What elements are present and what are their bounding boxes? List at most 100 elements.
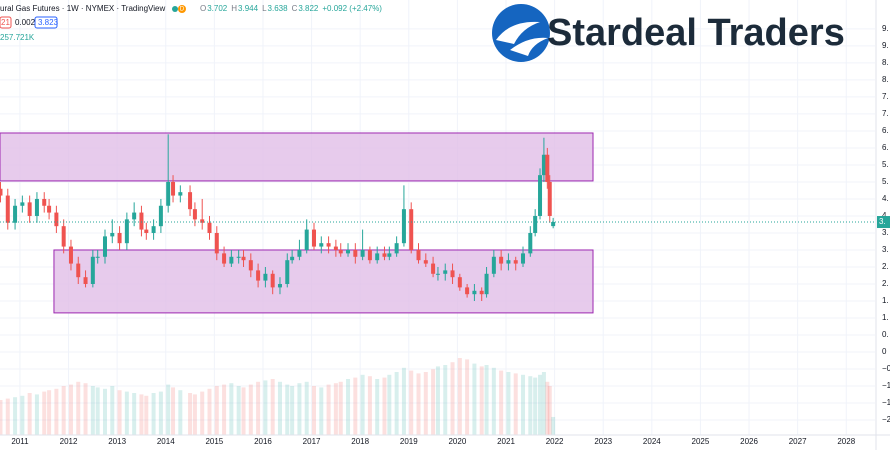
y-tick-label: −2	[882, 415, 890, 424]
candle-body	[513, 260, 518, 264]
candle-body	[435, 273, 440, 275]
candle-body	[375, 253, 380, 261]
ohlc-change: +0.092 (+2.47%)	[322, 4, 382, 13]
y-tick-label: 2.	[882, 279, 889, 288]
y-tick-label: −1	[882, 398, 890, 407]
volume-bar	[465, 359, 470, 435]
logo: Stardeal Traders	[492, 4, 845, 62]
volume-bar	[333, 383, 338, 435]
y-tick-label: 3.	[882, 245, 889, 254]
candle-body	[506, 260, 511, 264]
volume-bar	[42, 391, 47, 435]
volume-bar	[5, 398, 10, 435]
y-tick-label: 9.	[882, 24, 889, 33]
candle-body	[367, 249, 372, 261]
candle-body	[465, 287, 470, 295]
candle-body	[200, 219, 205, 223]
candle-body	[256, 270, 261, 281]
volume-bar	[394, 372, 399, 435]
candle-body	[27, 202, 32, 216]
volume-panel	[0, 358, 556, 435]
candle-body	[68, 246, 73, 264]
volume-bar	[229, 383, 234, 435]
candle-body	[387, 253, 392, 257]
volume-bar	[34, 394, 39, 435]
buy-box	[34, 16, 58, 29]
candle-body	[319, 243, 324, 247]
candle-body	[450, 270, 455, 278]
volume-bar	[68, 384, 73, 435]
candle-body	[541, 154, 546, 176]
candle-body	[521, 253, 526, 264]
volume-bar	[248, 384, 253, 435]
x-tick-label: 2019	[400, 437, 418, 446]
candle-body	[214, 232, 219, 254]
volume-bar	[367, 376, 372, 435]
candle-body	[360, 249, 365, 257]
volume-bar	[484, 365, 489, 435]
volume-bar	[472, 363, 477, 435]
volume-bar	[521, 374, 526, 435]
candle-body	[188, 192, 193, 210]
volume-bar	[382, 377, 387, 435]
volume-bar	[207, 388, 212, 435]
candle-body	[484, 273, 489, 295]
volume-bar	[270, 379, 275, 435]
volume-bar	[117, 390, 122, 435]
candle-body	[326, 243, 331, 247]
y-tick-label: 3.	[882, 228, 889, 237]
volume-bar	[312, 386, 317, 435]
candle-body	[20, 202, 25, 206]
volume-bar	[304, 381, 309, 435]
volume-bar	[144, 395, 149, 435]
candle-body	[401, 209, 406, 244]
x-tick-label: 2026	[740, 437, 758, 446]
y-tick-label: 0	[882, 347, 887, 356]
candle-body	[338, 249, 343, 254]
candle-body	[270, 273, 275, 288]
y-tick-label: 5.	[882, 177, 889, 186]
volume-bar	[214, 386, 219, 435]
x-tick-label: 2020	[448, 437, 466, 446]
candle-body	[42, 198, 47, 206]
ohlc-value: 3.944	[238, 4, 259, 13]
volume-bar	[222, 384, 227, 435]
x-tick-label: 2011	[11, 437, 29, 446]
candle-body	[151, 226, 156, 233]
ohlc-label: L	[262, 4, 267, 13]
candle-body	[132, 212, 137, 220]
volume-bar	[166, 384, 171, 435]
candle-body	[207, 222, 212, 233]
candle-body	[263, 273, 268, 281]
volume-bar	[491, 367, 496, 435]
volume-bar	[375, 379, 380, 435]
candle-body	[382, 253, 387, 257]
volume-bar	[533, 377, 538, 435]
volume-bar	[285, 384, 290, 435]
volume-bar	[256, 381, 261, 435]
volume-bar	[263, 380, 268, 435]
volume-bar	[54, 388, 59, 435]
volume-bar	[83, 383, 88, 435]
x-tick-label: 2027	[789, 437, 807, 446]
candle-body	[551, 222, 556, 227]
candle-body	[394, 243, 399, 254]
volume-bar	[90, 386, 95, 435]
volume-bar	[547, 386, 552, 435]
candle-body	[423, 260, 428, 264]
y-tick-label: 1.	[882, 296, 889, 305]
x-tick-label: 2015	[205, 437, 223, 446]
volume-bar	[443, 365, 448, 435]
volume-bar	[353, 377, 358, 435]
volume-bar	[431, 369, 436, 435]
y-tick-label: 6.	[882, 143, 889, 152]
y-tick-label: 1.	[882, 313, 889, 322]
volume-bar	[551, 416, 556, 435]
zone	[53, 249, 594, 314]
volume-bar	[290, 386, 295, 435]
x-tick-label: 2013	[108, 437, 126, 446]
candle-body	[90, 256, 95, 284]
volume-bar	[479, 366, 484, 435]
candle-body	[13, 205, 18, 223]
x-tick-label: 2014	[157, 437, 175, 446]
